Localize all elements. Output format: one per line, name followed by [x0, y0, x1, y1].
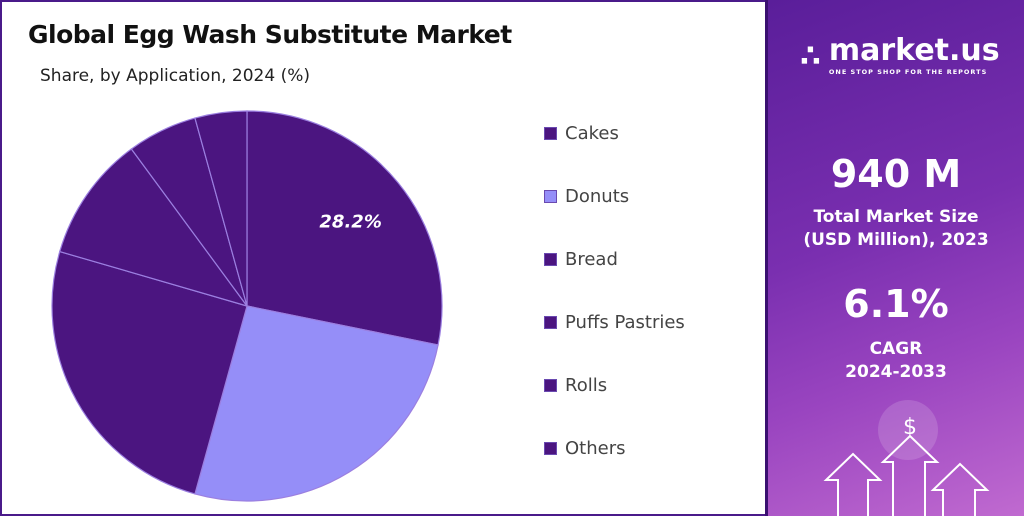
- cagr-label: CAGR: [869, 339, 923, 359]
- legend-swatch: [544, 442, 557, 455]
- pie-slice-bread: [51, 250, 248, 495]
- legend: Cakes Donuts Bread Puffs Pastries Rolls Other…: [544, 102, 685, 480]
- logo-icon: ∴: [800, 38, 821, 74]
- legend-item: Donuts: [544, 165, 685, 228]
- legend-item: Rolls: [544, 354, 685, 417]
- legend-label: Puffs Pastries: [565, 312, 685, 333]
- pie-slice-cakes: [246, 110, 443, 346]
- legend-label: Rolls: [565, 375, 608, 396]
- legend-item: Bread: [544, 228, 685, 291]
- legend-swatch: [544, 253, 557, 266]
- cagr-value: 6.1%: [843, 282, 949, 326]
- cagr-period: 2024-2033: [845, 362, 947, 382]
- pie-slice-puffs-pastries: [58, 148, 249, 308]
- market-size-label: Total Market Size: [813, 207, 979, 227]
- chart-title: Global Egg Wash Substitute Market: [28, 20, 512, 49]
- legend-label: Donuts: [565, 186, 630, 207]
- dollar-sign: $: [903, 415, 917, 440]
- brand-tagline: ONE STOP SHOP FOR THE REPORTS: [828, 68, 988, 76]
- legend-swatch: [544, 190, 557, 203]
- legend-item: Others: [544, 417, 685, 480]
- stats-panel: ∴ market.us ONE STOP SHOP FOR THE REPORT…: [765, 0, 1024, 516]
- legend-label: Bread: [565, 249, 618, 270]
- pie-slice-others: [194, 110, 248, 307]
- legend-item: Puffs Pastries: [544, 291, 685, 354]
- chart-panel: Global Egg Wash Substitute Market Share,…: [0, 0, 765, 516]
- legend-item: Cakes: [544, 102, 685, 165]
- legend-swatch: [544, 379, 557, 392]
- legend-swatch: [544, 316, 557, 329]
- market-size-label-2: (USD Million), 2023: [803, 230, 989, 250]
- chart-subtitle: Share, by Application, 2024 (%): [40, 66, 310, 86]
- pie-slice-donuts: [194, 305, 439, 502]
- growth-arrows-icon: $: [823, 400, 990, 516]
- legend-label: Cakes: [565, 123, 619, 144]
- data-label: 28.2%: [319, 212, 381, 233]
- pie-chart: 28.2%: [51, 110, 443, 502]
- brand-name: market.us: [828, 33, 1000, 68]
- legend-label: Others: [565, 438, 626, 459]
- market-size-value: 940 M: [830, 152, 962, 196]
- market-us-logo: ∴ market.us ONE STOP SHOP FOR THE REPORT…: [800, 33, 1000, 77]
- legend-swatch: [544, 127, 557, 140]
